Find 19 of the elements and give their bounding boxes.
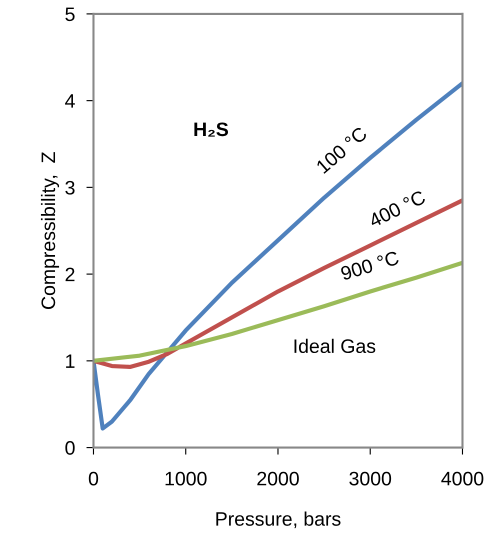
y-axis-title: Compressibility, Z (40, 152, 60, 309)
x-tick-label: 4000 (441, 472, 484, 486)
y-tick-label: 3 (65, 180, 75, 195)
text: 100 °C (316, 126, 368, 174)
y-tick-label: 2 (66, 268, 74, 282)
x-tick-label: 3000 (349, 472, 392, 486)
annotation: H₂S (194, 122, 228, 137)
x-axis-title: Pressure, bars (216, 512, 340, 528)
x-tick-label: 0 (88, 472, 98, 486)
text: 400 °C (368, 190, 426, 228)
text: 900 °C (340, 250, 400, 280)
x-tick-label: 1000 (166, 472, 207, 486)
y-tick-label: 1 (66, 354, 74, 368)
y-tick-label: 0 (65, 441, 75, 455)
x-tick-label: 2000 (257, 472, 299, 486)
line-series (93, 81, 462, 431)
y-tick-label: 5 (65, 8, 75, 22)
annotation: Ideal Gas (294, 338, 376, 354)
y-tick-label: 4 (65, 94, 75, 108)
